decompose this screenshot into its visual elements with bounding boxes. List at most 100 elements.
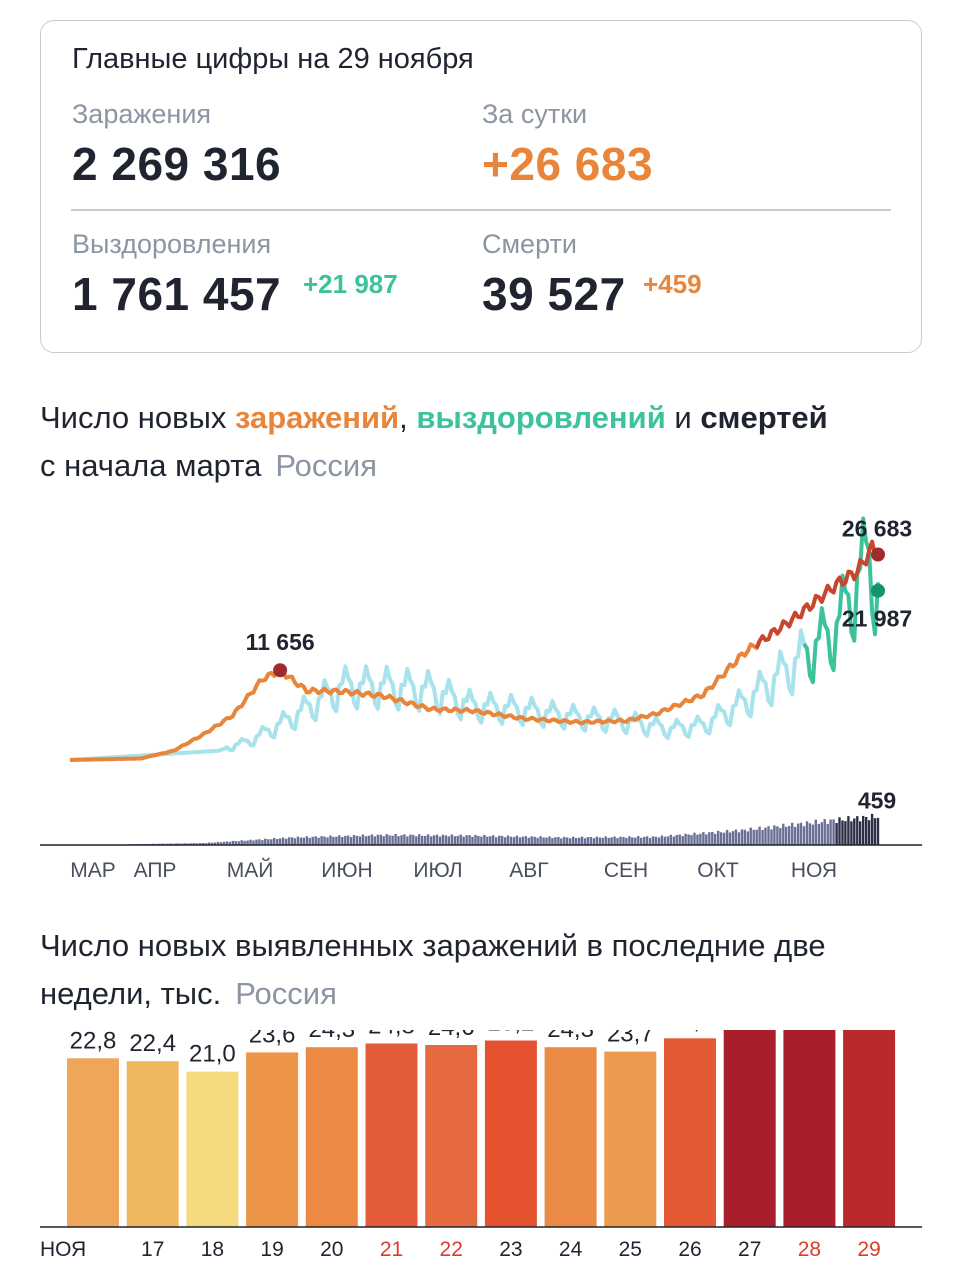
bar-value-label: 25,2 (488, 1030, 535, 1037)
deaths-bar (213, 842, 217, 845)
deaths-bar (539, 836, 542, 845)
deaths-bar (684, 833, 687, 845)
deaths-bar (752, 829, 755, 845)
deaths-bar (246, 840, 249, 845)
deaths-bar (731, 831, 735, 845)
bar-value-label: 22,4 (129, 1030, 176, 1057)
cases-line-chart: МАР АПР МАЙ ИЮН ИЮЛ АВГ СЕН ОКТ НОЯ 11 656 26 683 2… (40, 516, 922, 882)
deaths-bar (273, 837, 276, 845)
deaths-bar (829, 819, 832, 845)
deaths-bar (870, 813, 874, 845)
bar (425, 1045, 478, 1227)
deaths-bar (563, 836, 566, 845)
deaths-bar (734, 829, 738, 845)
deaths-bar (512, 837, 516, 845)
deaths-bar (210, 842, 214, 845)
deaths-bar (296, 836, 300, 845)
deaths-bar (651, 836, 655, 845)
deaths-bar (258, 839, 261, 845)
deaths-bar (175, 843, 178, 845)
bar-category-label: 23 (499, 1238, 522, 1261)
deaths-bar (468, 835, 471, 845)
deaths-bar (675, 835, 678, 845)
deaths-bar (592, 838, 596, 845)
deaths-bar (421, 835, 424, 845)
chart1-region: Россия (275, 448, 378, 483)
infections-label: Заражения (72, 99, 212, 129)
bar-category-label: 20 (320, 1238, 343, 1261)
bar (365, 1043, 418, 1227)
deaths-bar (589, 837, 593, 845)
deaths-bar (749, 827, 752, 845)
deaths-bar (799, 822, 803, 845)
deaths-bar (471, 836, 474, 845)
chart1-title-infections: заражений (235, 400, 400, 435)
deaths-bar (527, 837, 530, 845)
deaths-bar (193, 843, 196, 845)
deaths-bar (474, 834, 477, 845)
deaths-bar (580, 836, 584, 845)
deaths-bar (625, 838, 628, 845)
bar-value-label: 25,5 (667, 1030, 714, 1034)
deaths-bar (631, 837, 634, 845)
deaths-bar (358, 836, 362, 845)
deaths-bar (284, 838, 288, 845)
deaths-bar (841, 820, 844, 845)
deaths-bar (518, 837, 522, 845)
deaths-bar (530, 836, 533, 845)
deaths-bar (776, 826, 779, 845)
bar-value-label: 21,0 (189, 1041, 236, 1068)
deaths-bar (509, 836, 513, 845)
peak-label: 11 656 (246, 629, 315, 655)
deaths-bar (767, 826, 770, 845)
x-tick-label: ИЮЛ (413, 859, 462, 882)
deaths-bar (394, 834, 397, 845)
deaths-bar (323, 836, 326, 845)
deaths-bar (648, 837, 652, 845)
deaths-bar (361, 834, 365, 845)
deaths-bar (805, 821, 809, 845)
deaths-bar (566, 837, 569, 845)
deaths-bar (722, 832, 726, 845)
deaths-bar (249, 839, 252, 845)
deaths-bar (770, 829, 773, 845)
bar-value-label: 24,6 (428, 1030, 475, 1041)
deaths-bar (403, 834, 406, 845)
x-tick-label: МАЙ (227, 858, 274, 882)
deaths-bar (459, 834, 462, 845)
deaths-bar (240, 840, 243, 845)
chart1-title-comma: , (399, 400, 417, 435)
deaths-bar (613, 836, 616, 845)
deaths-bar (850, 821, 853, 845)
bar-value-label: 24,3 (308, 1030, 355, 1043)
deaths-bar (595, 836, 598, 845)
bar-category-label: 19 (260, 1238, 283, 1261)
latest-recoveries-label: 21 987 (842, 606, 912, 632)
deaths-bar (388, 835, 391, 845)
deaths-bar (480, 836, 483, 845)
latest-cases-marker (871, 547, 885, 562)
deaths-bar (190, 843, 193, 845)
deaths-bar (663, 836, 667, 845)
deaths-bar (465, 835, 468, 845)
deaths-bar (429, 836, 433, 845)
bar-value-label: 22,8 (70, 1030, 117, 1054)
deaths-bar (290, 837, 294, 845)
deaths-bar (506, 835, 510, 845)
deaths-bar (867, 820, 871, 845)
deaths-bar (338, 835, 341, 845)
deaths-bar (225, 841, 229, 845)
deaths-bar (826, 823, 829, 845)
deaths-bar (308, 837, 311, 845)
deaths-bar (711, 832, 714, 845)
deaths-bar (725, 829, 729, 845)
deaths-bar (352, 835, 356, 845)
deaths-bar (643, 836, 646, 845)
deaths-bar (255, 839, 258, 845)
deaths-bar (604, 836, 607, 845)
chart1-title-deaths: смертей (700, 400, 828, 435)
deaths-bar (234, 841, 237, 845)
x-tick-label: ОКТ (697, 859, 739, 882)
deaths-bar (370, 834, 374, 845)
deaths-bar (252, 840, 255, 845)
